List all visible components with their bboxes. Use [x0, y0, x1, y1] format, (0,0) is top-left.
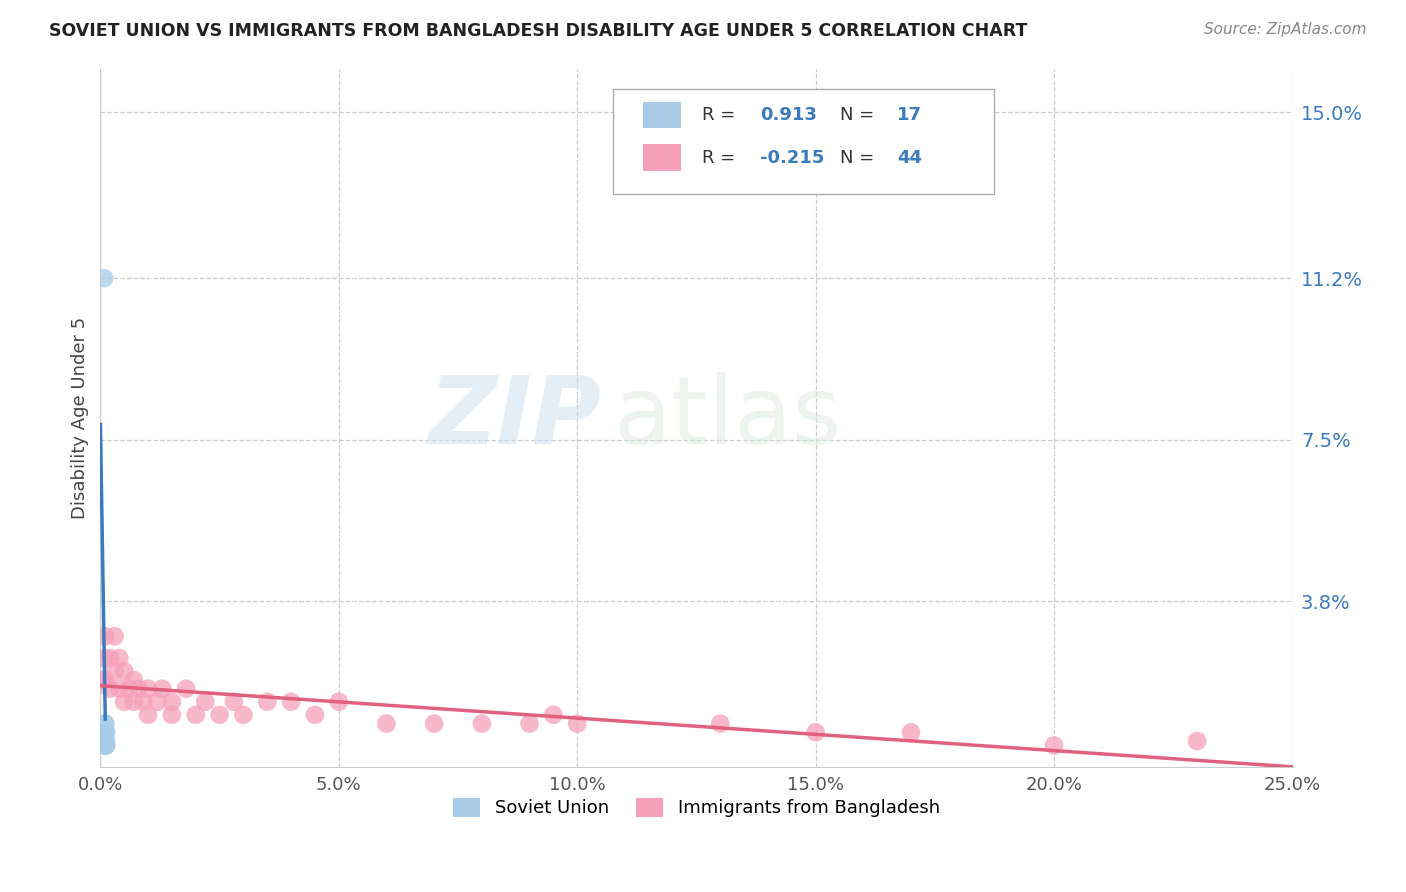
Point — [222, 695, 245, 709]
Point — [94, 739, 117, 753]
Text: N =: N = — [839, 106, 880, 124]
Point — [94, 673, 117, 687]
Text: R =: R = — [703, 106, 741, 124]
Point — [94, 734, 117, 748]
Point — [1043, 739, 1066, 753]
Point — [94, 725, 117, 739]
Point — [567, 716, 589, 731]
Point — [174, 681, 197, 696]
Text: Source: ZipAtlas.com: Source: ZipAtlas.com — [1204, 22, 1367, 37]
Point — [94, 734, 117, 748]
Point — [146, 695, 169, 709]
Point — [128, 681, 150, 696]
Point — [104, 664, 127, 678]
Point — [112, 664, 135, 678]
Point — [900, 725, 922, 739]
Point — [94, 716, 117, 731]
Text: SOVIET UNION VS IMMIGRANTS FROM BANGLADESH DISABILITY AGE UNDER 5 CORRELATION CH: SOVIET UNION VS IMMIGRANTS FROM BANGLADE… — [49, 22, 1028, 40]
Text: N =: N = — [839, 149, 880, 167]
Point — [118, 681, 141, 696]
Point — [543, 707, 565, 722]
Text: atlas: atlas — [613, 372, 841, 464]
FancyBboxPatch shape — [613, 89, 994, 194]
Point — [804, 725, 827, 739]
Point — [94, 739, 117, 753]
Point — [208, 707, 231, 722]
Point — [1185, 734, 1208, 748]
Point — [132, 695, 155, 709]
Point — [160, 695, 183, 709]
Text: ZIP: ZIP — [429, 372, 602, 464]
Point — [112, 695, 135, 709]
Point — [93, 734, 115, 748]
Point — [94, 725, 117, 739]
Point — [256, 695, 278, 709]
Point — [93, 651, 115, 665]
Point — [304, 707, 326, 722]
Bar — [643, 145, 681, 171]
Point — [328, 695, 350, 709]
Point — [91, 673, 114, 687]
Point — [94, 739, 117, 753]
Text: 0.913: 0.913 — [759, 106, 817, 124]
Point — [93, 730, 115, 744]
Point — [194, 695, 217, 709]
Point — [160, 707, 183, 722]
Point — [122, 695, 145, 709]
Point — [122, 673, 145, 687]
Point — [94, 739, 117, 753]
Text: 44: 44 — [897, 149, 922, 167]
Text: 17: 17 — [897, 106, 922, 124]
Point — [98, 651, 121, 665]
Point — [184, 707, 207, 722]
Point — [232, 707, 254, 722]
Point — [108, 681, 131, 696]
Point — [94, 716, 117, 731]
Point — [104, 629, 127, 643]
Point — [93, 734, 115, 748]
Bar — [643, 102, 681, 128]
Point — [375, 716, 398, 731]
Point — [93, 271, 115, 285]
Point — [471, 716, 494, 731]
Point — [136, 681, 159, 696]
Point — [150, 681, 173, 696]
Legend: Soviet Union, Immigrants from Bangladesh: Soviet Union, Immigrants from Bangladesh — [446, 791, 946, 824]
Point — [94, 725, 117, 739]
Point — [519, 716, 541, 731]
Text: R =: R = — [703, 149, 741, 167]
Point — [136, 707, 159, 722]
Point — [94, 739, 117, 753]
Point — [423, 716, 446, 731]
Y-axis label: Disability Age Under 5: Disability Age Under 5 — [72, 317, 89, 519]
Point — [108, 651, 131, 665]
Point — [280, 695, 302, 709]
Point — [709, 716, 731, 731]
Point — [98, 681, 121, 696]
Point — [94, 629, 117, 643]
Point — [94, 734, 117, 748]
Text: -0.215: -0.215 — [759, 149, 824, 167]
